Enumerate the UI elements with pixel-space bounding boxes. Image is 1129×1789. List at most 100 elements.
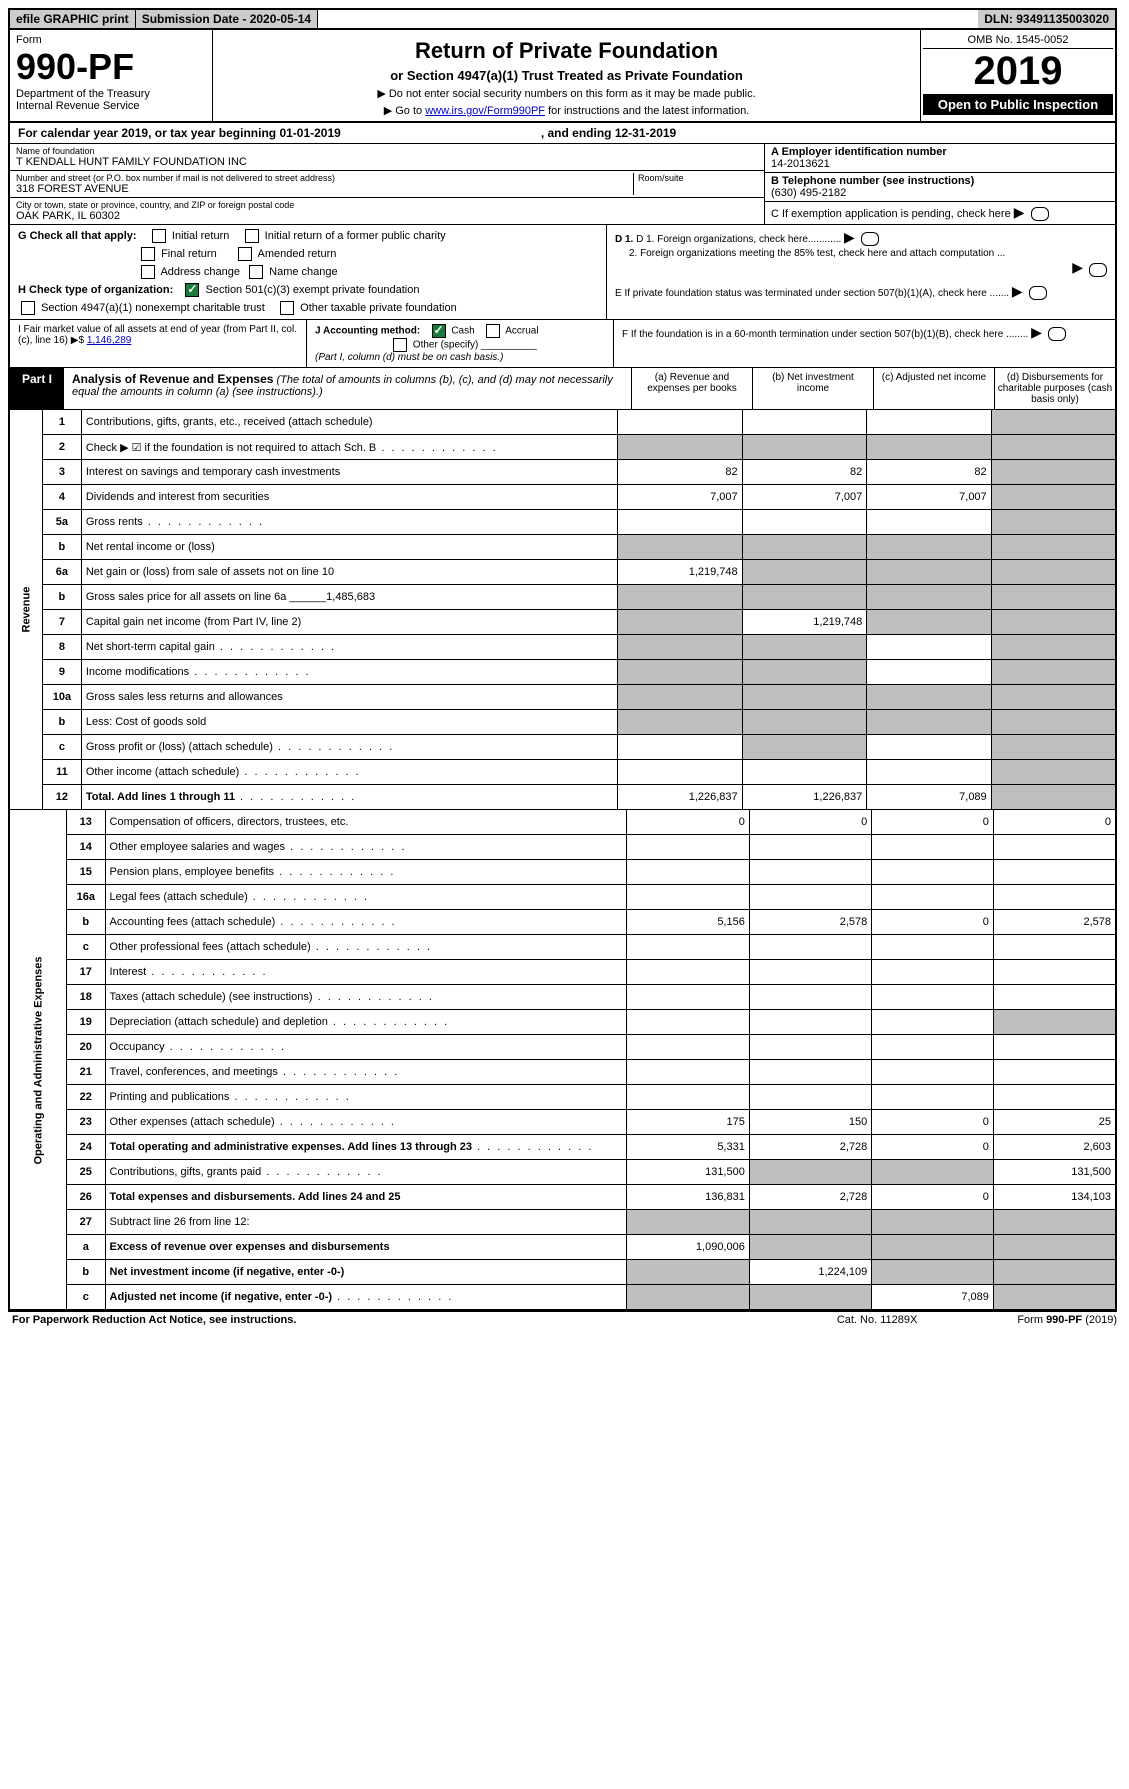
d1-row: D 1. D 1. Foreign organizations, check h… <box>615 229 1107 246</box>
cb-address[interactable] <box>141 265 155 279</box>
amount-cell <box>991 410 1115 435</box>
table-row: 6aNet gain or (loss) from sale of assets… <box>10 560 1115 585</box>
check-section-g: G Check all that apply: Initial return I… <box>10 225 1115 320</box>
line-desc: Net investment income (if negative, ente… <box>105 1260 627 1285</box>
pra-notice: For Paperwork Reduction Act Notice, see … <box>12 1314 296 1326</box>
amount-cell <box>872 960 994 985</box>
cb-initial-former[interactable] <box>245 229 259 243</box>
amount-cell <box>749 1160 871 1185</box>
amount-cell <box>749 985 871 1010</box>
cb-accrual[interactable] <box>486 324 500 338</box>
cb-d2[interactable] <box>1089 263 1107 277</box>
line-desc: Gross profit or (loss) (attach schedule) <box>81 735 617 760</box>
amount-cell <box>872 1235 994 1260</box>
form-title: Return of Private Foundation <box>223 38 910 64</box>
col-a-head: (a) Revenue and expenses per books <box>632 368 753 409</box>
amount-cell: 0 <box>872 1185 994 1210</box>
line-number: 11 <box>42 760 81 785</box>
amount-cell <box>627 1060 749 1085</box>
table-row: 16aLegal fees (attach schedule) <box>10 885 1115 910</box>
form-label: Form <box>16 34 42 46</box>
line-desc: Other professional fees (attach schedule… <box>105 935 627 960</box>
amount-cell <box>742 410 867 435</box>
amount-cell <box>742 560 867 585</box>
line-number: 5a <box>42 510 81 535</box>
checkbox-c[interactable] <box>1031 207 1049 221</box>
amount-cell <box>627 860 749 885</box>
line-desc: Gross rents <box>81 510 617 535</box>
cb-other-method[interactable] <box>393 338 407 352</box>
line-number: b <box>42 585 81 610</box>
street-address: 318 FOREST AVENUE <box>16 183 633 195</box>
table-row: 2Check ▶ ☑ if the foundation is not requ… <box>10 435 1115 460</box>
expenses-section-label: Operating and Administrative Expenses <box>10 810 67 1310</box>
amount-cell <box>991 710 1115 735</box>
phone-label: B Telephone number (see instructions) <box>771 175 974 187</box>
line-number: 15 <box>67 860 106 885</box>
line-number: 19 <box>67 1010 106 1035</box>
amount-cell: 150 <box>749 1110 871 1135</box>
line-number: 23 <box>67 1110 106 1135</box>
line-desc: Adjusted net income (if negative, enter … <box>105 1285 627 1310</box>
i-value[interactable]: 1,146,289 <box>87 335 132 346</box>
amount-cell <box>749 835 871 860</box>
table-row: bNet rental income or (loss) <box>10 535 1115 560</box>
amount-cell <box>618 435 743 460</box>
amount-cell: 2,578 <box>749 910 871 935</box>
line-desc: Taxes (attach schedule) (see instruction… <box>105 985 627 1010</box>
amount-cell <box>749 1285 871 1310</box>
table-row: 20Occupancy <box>10 1035 1115 1060</box>
amount-cell <box>867 610 991 635</box>
table-row: 14Other employee salaries and wages <box>10 835 1115 860</box>
cb-name[interactable] <box>249 265 263 279</box>
line-desc: Interest <box>105 960 627 985</box>
top-bar: efile GRAPHIC print Submission Date - 20… <box>10 10 1115 30</box>
note-link: ▶ Go to www.irs.gov/Form990PF for instru… <box>223 104 910 117</box>
line-number: 14 <box>67 835 106 860</box>
line-number: 13 <box>67 810 106 835</box>
amount-cell: 82 <box>742 460 867 485</box>
line-number: b <box>67 910 106 935</box>
line-number: 12 <box>42 785 81 810</box>
cb-cash[interactable] <box>432 324 446 338</box>
amount-cell <box>627 1210 749 1235</box>
phone-value: (630) 495-2182 <box>771 187 846 199</box>
amount-cell <box>991 660 1115 685</box>
form-990pf: efile GRAPHIC print Submission Date - 20… <box>8 8 1117 1312</box>
amount-cell <box>749 1010 871 1035</box>
amount-cell <box>993 960 1115 985</box>
amount-cell <box>749 860 871 885</box>
cb-501c3[interactable] <box>185 283 199 297</box>
expenses-table: Operating and Administrative Expenses13C… <box>10 810 1115 1310</box>
line-desc: Subtract line 26 from line 12: <box>105 1210 627 1235</box>
ein-value: 14-2013621 <box>771 158 830 170</box>
amount-cell: 2,728 <box>749 1135 871 1160</box>
irs-link[interactable]: www.irs.gov/Form990PF <box>425 105 545 117</box>
table-row: cOther professional fees (attach schedul… <box>10 935 1115 960</box>
cb-d1[interactable] <box>861 232 879 246</box>
cb-final[interactable] <box>141 247 155 261</box>
part-title: Analysis of Revenue and Expenses <box>72 372 273 386</box>
amount-cell <box>993 1260 1115 1285</box>
cb-amended[interactable] <box>238 247 252 261</box>
amount-cell <box>867 410 991 435</box>
line-desc: Gross sales less returns and allowances <box>81 685 617 710</box>
entity-info: Name of foundation T KENDALL HUNT FAMILY… <box>10 144 1115 225</box>
amount-cell <box>749 1235 871 1260</box>
line-desc: Contributions, gifts, grants, etc., rece… <box>81 410 617 435</box>
cb-other-taxable[interactable] <box>280 301 294 315</box>
line-desc: Income modifications <box>81 660 617 685</box>
line-desc: Check ▶ ☑ if the foundation is not requi… <box>81 435 617 460</box>
table-row: 12Total. Add lines 1 through 111,226,837… <box>10 785 1115 810</box>
line-desc: Legal fees (attach schedule) <box>105 885 627 910</box>
amount-cell <box>872 1160 994 1185</box>
cb-f[interactable] <box>1048 327 1066 341</box>
amount-cell <box>749 1210 871 1235</box>
line-desc: Gross sales price for all assets on line… <box>81 585 617 610</box>
cb-4947[interactable] <box>21 301 35 315</box>
omb-number: OMB No. 1545-0052 <box>923 32 1113 49</box>
foundation-name: T KENDALL HUNT FAMILY FOUNDATION INC <box>16 156 758 168</box>
cb-initial[interactable] <box>152 229 166 243</box>
amount-cell <box>991 610 1115 635</box>
cb-e[interactable] <box>1029 286 1047 300</box>
